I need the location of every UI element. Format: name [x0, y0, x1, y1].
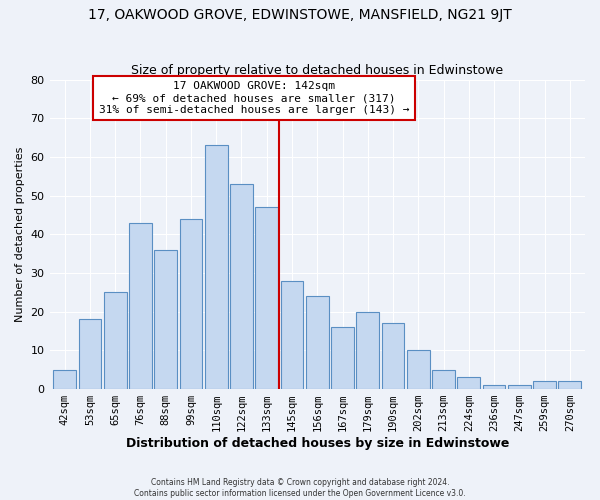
Bar	[483, 385, 505, 389]
Bar	[53, 370, 76, 389]
Bar	[79, 320, 101, 389]
Text: 17 OAKWOOD GROVE: 142sqm
← 69% of detached houses are smaller (317)
31% of semi-: 17 OAKWOOD GROVE: 142sqm ← 69% of detach…	[99, 82, 409, 114]
Bar	[508, 385, 530, 389]
Bar	[205, 146, 227, 389]
Bar	[230, 184, 253, 389]
Bar	[129, 222, 152, 389]
Bar	[256, 207, 278, 389]
Bar	[306, 296, 329, 389]
Bar	[104, 292, 127, 389]
Bar	[154, 250, 177, 389]
Y-axis label: Number of detached properties: Number of detached properties	[15, 146, 25, 322]
Bar	[407, 350, 430, 389]
Bar	[432, 370, 455, 389]
Text: 17, OAKWOOD GROVE, EDWINSTOWE, MANSFIELD, NG21 9JT: 17, OAKWOOD GROVE, EDWINSTOWE, MANSFIELD…	[88, 8, 512, 22]
Bar	[281, 280, 304, 389]
X-axis label: Distribution of detached houses by size in Edwinstowe: Distribution of detached houses by size …	[125, 437, 509, 450]
Bar	[382, 324, 404, 389]
Title: Size of property relative to detached houses in Edwinstowe: Size of property relative to detached ho…	[131, 64, 503, 77]
Bar	[179, 219, 202, 389]
Bar	[559, 382, 581, 389]
Bar	[457, 378, 480, 389]
Bar	[331, 327, 354, 389]
Text: Contains HM Land Registry data © Crown copyright and database right 2024.
Contai: Contains HM Land Registry data © Crown c…	[134, 478, 466, 498]
Bar	[533, 382, 556, 389]
Bar	[356, 312, 379, 389]
